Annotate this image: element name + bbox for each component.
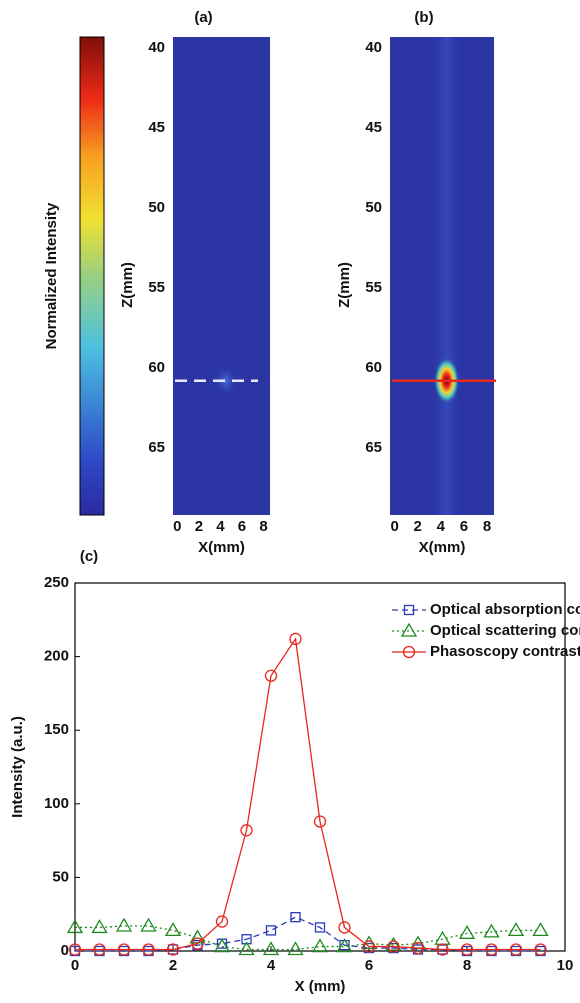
x-tick-label: 2 xyxy=(169,957,177,974)
marker xyxy=(166,923,180,935)
panel-title: (b) xyxy=(414,9,433,26)
marker xyxy=(534,923,548,935)
x-tick-label: 8 xyxy=(483,518,491,535)
x-tick-label: 4 xyxy=(216,518,225,535)
x-tick-label: 0 xyxy=(390,518,398,535)
y-tick-label: 45 xyxy=(148,119,165,136)
x-tick-label: 0 xyxy=(71,957,79,974)
marker xyxy=(313,940,327,952)
marker xyxy=(509,923,523,935)
x-tick-label: 10 xyxy=(557,957,574,974)
x-tick-label: 6 xyxy=(460,518,468,535)
y-tick-label: 55 xyxy=(365,279,382,296)
y-tick-label: 40 xyxy=(148,39,165,56)
marker xyxy=(485,925,499,937)
legend-label: Phasoscopy contrast xyxy=(430,643,580,660)
x-tick-label: 0 xyxy=(173,518,181,535)
y-axis-label: Z(mm) xyxy=(336,262,353,308)
x-tick-label: 6 xyxy=(365,957,373,974)
x-tick-label: 8 xyxy=(259,518,267,535)
figure: Normalized Intensity(a)40455055606502468… xyxy=(0,0,580,1003)
x-axis-label: X(mm) xyxy=(419,539,466,556)
y-tick-label: 0 xyxy=(61,942,69,959)
y-tick-label: 250 xyxy=(44,574,69,591)
y-tick-label: 50 xyxy=(365,199,382,216)
colorbar xyxy=(80,37,104,515)
y-tick-label: 60 xyxy=(365,359,382,376)
marker xyxy=(291,913,300,922)
legend-label: Optical scattering contrast xyxy=(430,622,580,639)
y-tick-label: 50 xyxy=(52,868,69,885)
x-axis-label: X(mm) xyxy=(198,539,245,556)
marker xyxy=(93,920,107,932)
marker xyxy=(267,926,276,935)
panel-title: (a) xyxy=(194,9,212,26)
y-axis-label: Z(mm) xyxy=(119,262,136,308)
y-tick-label: 65 xyxy=(365,439,382,456)
x-tick-label: 8 xyxy=(463,957,471,974)
x-tick-label: 4 xyxy=(267,957,276,974)
legend-label: Optical absorption contrast xyxy=(430,601,580,618)
marker xyxy=(289,943,303,955)
x-axis-label: X (mm) xyxy=(295,978,346,995)
image-background xyxy=(173,37,270,515)
y-tick-label: 55 xyxy=(148,279,165,296)
legend-marker xyxy=(402,624,416,636)
image-streak xyxy=(433,37,461,515)
y-tick-label: 65 xyxy=(148,439,165,456)
series-line xyxy=(75,639,541,950)
y-tick-label: 60 xyxy=(148,359,165,376)
y-tick-label: 40 xyxy=(365,39,382,56)
x-tick-label: 6 xyxy=(238,518,246,535)
x-tick-label: 2 xyxy=(195,518,203,535)
marker xyxy=(117,919,131,931)
colorbar-label: Normalized Intensity xyxy=(43,202,60,349)
y-tick-label: 200 xyxy=(44,648,69,665)
y-tick-label: 45 xyxy=(365,119,382,136)
y-tick-label: 150 xyxy=(44,721,69,738)
marker xyxy=(460,926,474,938)
y-tick-label: 50 xyxy=(148,199,165,216)
x-tick-label: 2 xyxy=(414,518,422,535)
x-tick-label: 4 xyxy=(437,518,446,535)
panel-title: (c) xyxy=(80,548,98,565)
y-tick-label: 100 xyxy=(44,795,69,812)
y-axis-label: Intensity (a.u.) xyxy=(9,716,26,818)
marker xyxy=(142,919,156,931)
